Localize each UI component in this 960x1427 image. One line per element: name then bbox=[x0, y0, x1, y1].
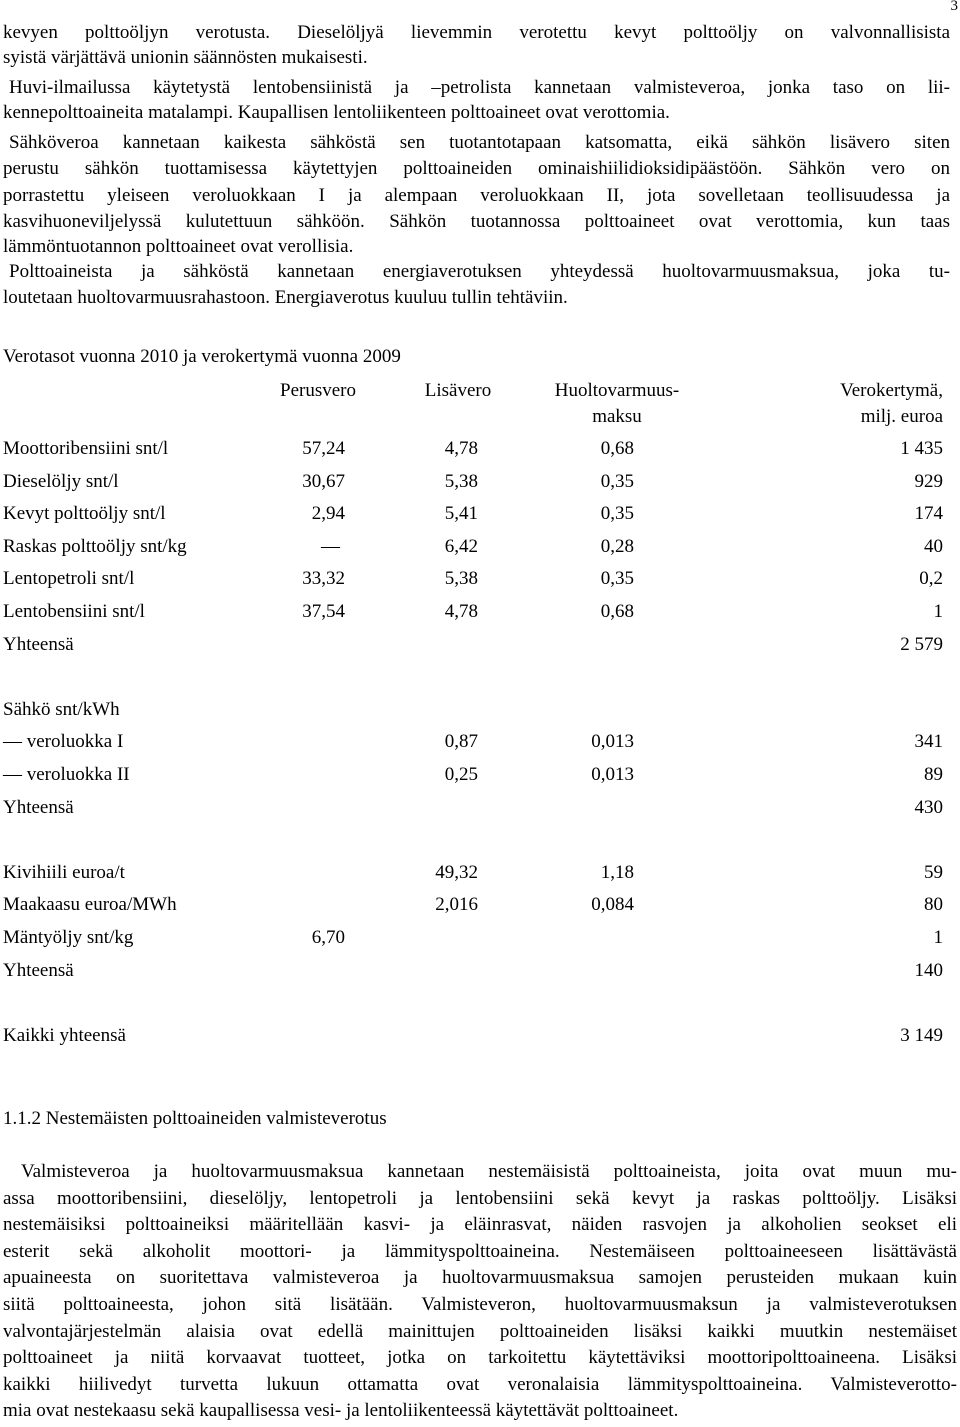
table-cell: 1 435 bbox=[900, 438, 943, 459]
table-cell: 2,94 bbox=[311, 503, 345, 525]
table-cell: 341 bbox=[914, 731, 944, 753]
row-label: Kaikki yhteensä bbox=[3, 1024, 126, 1046]
table-cell: 0,013 bbox=[591, 764, 634, 785]
table-title: Verotasot vuonna 2010 ja verokertymä vuo… bbox=[3, 346, 401, 367]
table-cell: 57,24 bbox=[302, 438, 345, 459]
row-label: — veroluokka I bbox=[3, 731, 124, 753]
table-cell: 0,35 bbox=[600, 470, 634, 492]
table-cell: 89 bbox=[924, 764, 943, 785]
table-cell: 5,38 bbox=[444, 568, 478, 590]
paragraph-line: loutetaan huoltovarmuusrahastoon. Energi… bbox=[3, 287, 568, 308]
row-label: Yhteensä bbox=[3, 633, 74, 655]
row-label: Moottoribensiini snt/l bbox=[3, 438, 169, 459]
row-label: Kivihiili euroa/t bbox=[3, 861, 125, 883]
column-header: Verokertymä, bbox=[840, 380, 943, 401]
page-number: 3 bbox=[950, 0, 959, 14]
paragraph-line: kevyen polttoöljyn verotusta. Dieselöljy… bbox=[3, 22, 950, 43]
row-label: Mäntyöljy snt/kg bbox=[3, 927, 134, 948]
table-cell: 0,013 bbox=[591, 731, 634, 753]
paragraph-line: Huvi-ilmailussa käytetystä lentobensiini… bbox=[9, 77, 950, 98]
paragraph-line: porrastettu yleiseen veroluokkaan I ja a… bbox=[3, 185, 950, 206]
table-cell: 33,32 bbox=[302, 568, 345, 590]
table-cell: 2 579 bbox=[900, 633, 943, 655]
column-header: maksu bbox=[592, 406, 642, 427]
table-cell: 0,28 bbox=[600, 535, 634, 557]
table-cell: 0,2 bbox=[919, 568, 943, 590]
table-cell: 1 bbox=[933, 927, 944, 948]
paragraph-line: syistä värjättävä unionin säännösten muk… bbox=[3, 47, 368, 68]
paragraph-line: valvontajärjestelmän alaisia ovat edellä… bbox=[3, 1320, 957, 1342]
row-label: — veroluokka II bbox=[3, 764, 130, 785]
section-heading: 1.1.2 Nestemäisten polttoaineiden valmis… bbox=[3, 1108, 387, 1129]
table-cell: 1,18 bbox=[600, 861, 634, 883]
table-cell: 49,32 bbox=[435, 861, 478, 883]
table-cell: 0,35 bbox=[600, 568, 634, 590]
row-label: Maakaasu euroa/MWh bbox=[3, 894, 177, 916]
row-label: Yhteensä bbox=[3, 959, 74, 981]
table-cell: 6,42 bbox=[444, 535, 478, 557]
table-cell: 37,54 bbox=[302, 601, 345, 622]
row-label: Yhteensä bbox=[3, 796, 74, 818]
paragraph-line: Sähköveroa kannetaan kaikesta sähköstä s… bbox=[9, 132, 950, 153]
table-cell: 6,70 bbox=[311, 927, 345, 948]
paragraph-line: perustu sähkön tuottamisessa käytettyjen… bbox=[3, 158, 950, 179]
table-cell: 140 bbox=[914, 959, 944, 981]
paragraph-line: Polttoaineista ja sähköstä kannetaan ene… bbox=[9, 261, 950, 282]
table-cell: 0,68 bbox=[600, 601, 634, 622]
column-header: Huoltovarmuus- bbox=[554, 380, 680, 401]
table-cell: 0,25 bbox=[444, 764, 478, 785]
table-cell: 929 bbox=[914, 470, 944, 492]
table-cell: 80 bbox=[924, 894, 943, 916]
column-header: Lisävero bbox=[424, 380, 492, 401]
paragraph-line: assa moottoribensiini, dieselöljy, lento… bbox=[3, 1187, 957, 1209]
paragraph-line: siitä polttoaineesta, johon sitä lisätää… bbox=[3, 1294, 957, 1315]
paragraph-line: apuaineesta on suoritettava valmistevero… bbox=[3, 1267, 957, 1289]
paragraph-line: esterit sekä alkoholit moottori- ja lämm… bbox=[3, 1240, 957, 1262]
paragraph-line: kaikki hiilivedyt turvetta lukuun ottama… bbox=[3, 1373, 957, 1395]
table-cell: — bbox=[321, 535, 340, 557]
table-cell: 40 bbox=[924, 535, 943, 557]
table-cell: 0,68 bbox=[600, 438, 634, 459]
row-label: Kevyt polttoöljy snt/l bbox=[3, 503, 166, 525]
table-cell: 0,35 bbox=[600, 503, 634, 525]
paragraph-line: kasvihuoneviljelyssä kulutettuun sähköön… bbox=[3, 211, 950, 232]
paragraph-line: kennepolttoaineita matalampi. Kaupallise… bbox=[3, 102, 670, 123]
table-cell: 5,38 bbox=[444, 470, 478, 492]
table-cell: 174 bbox=[914, 503, 944, 525]
table-cell: 30,67 bbox=[302, 470, 345, 492]
paragraph-line: Valmisteveroa ja huoltovarmuusmaksua kan… bbox=[21, 1161, 957, 1182]
paragraph-line: nestemäisiksi polttoaineiksi määritellää… bbox=[3, 1214, 957, 1236]
table-cell: 3 149 bbox=[900, 1024, 943, 1046]
table-cell: 0,87 bbox=[444, 731, 478, 753]
table-cell: 4,78 bbox=[444, 601, 478, 622]
column-header: milj. euroa bbox=[860, 406, 943, 427]
table-cell: 2,016 bbox=[435, 894, 478, 916]
paragraph-line: polttoaineet ja niitä korvaavat tuotteet… bbox=[3, 1347, 957, 1369]
paragraph-line: lämmöntuotannon polttoaineet ovat veroll… bbox=[3, 236, 354, 257]
column-header: Perusvero bbox=[280, 380, 356, 401]
table-cell: 5,41 bbox=[444, 503, 478, 525]
row-label: Raskas polttoöljy snt/kg bbox=[3, 535, 187, 557]
row-label: Lentopetroli snt/l bbox=[3, 568, 135, 590]
table-cell: 59 bbox=[924, 861, 943, 883]
group-heading: Sähkö snt/kWh bbox=[3, 698, 120, 720]
paragraph-line: mia ovat nestekaasu sekä kaupallisessa v… bbox=[3, 1400, 679, 1422]
row-label: Lentobensiini snt/l bbox=[3, 601, 145, 622]
table-cell: 430 bbox=[914, 796, 944, 818]
table-cell: 1 bbox=[933, 601, 944, 622]
table-cell: 0,084 bbox=[591, 894, 634, 916]
row-label: Dieselöljy snt/l bbox=[3, 470, 119, 492]
table-cell: 4,78 bbox=[444, 438, 478, 459]
